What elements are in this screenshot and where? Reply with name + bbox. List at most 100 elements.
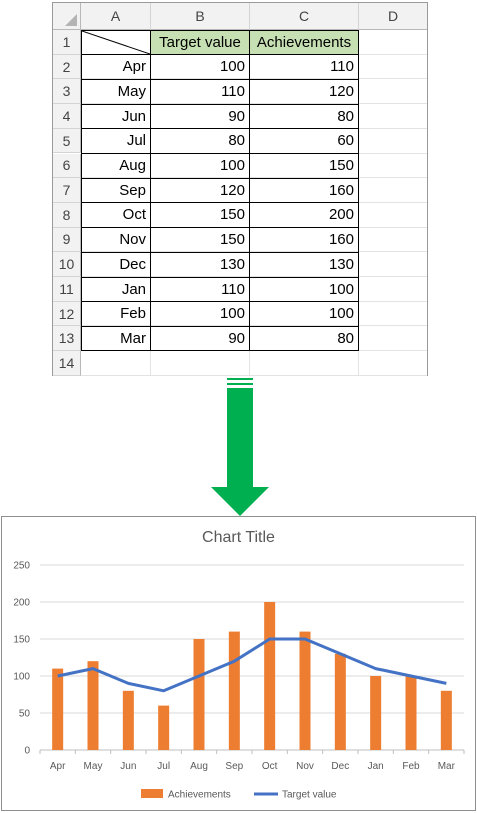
cell-target[interactable]: 100	[219, 58, 245, 76]
bar-achievements	[405, 676, 417, 750]
y-tick-label: 100	[13, 672, 30, 683]
cell-month[interactable]: Oct	[122, 206, 146, 224]
select-all-icon	[65, 14, 77, 26]
y-tick-label: 0	[24, 746, 30, 757]
cell-target[interactable]: 150	[219, 206, 245, 224]
cell-month[interactable]: Aug	[119, 157, 146, 174]
cell-month[interactable]: May	[117, 82, 146, 100]
cell-month[interactable]: Sep	[119, 181, 146, 199]
row-header-13[interactable]: 13	[53, 326, 81, 352]
bar-achievements	[158, 705, 170, 750]
legend-label-achievements: Achievements	[168, 790, 231, 801]
cell-target[interactable]: 100	[219, 305, 245, 323]
table-line	[81, 128, 359, 130]
cell-achievement[interactable]: 80	[337, 107, 354, 125]
row-header-11[interactable]: 11	[53, 277, 81, 302]
down-arrow-icon	[211, 378, 269, 516]
row-header-4[interactable]: 4	[53, 104, 81, 129]
row-header-14[interactable]: 14	[53, 351, 81, 376]
cell-c1[interactable]: Achievements	[250, 31, 358, 54]
cell-month[interactable]: Apr	[122, 58, 146, 76]
row-header-2[interactable]: 2	[53, 54, 81, 80]
column-header-a[interactable]: A	[81, 3, 151, 30]
cell-achievement[interactable]: 130	[328, 255, 354, 273]
x-tick-label: Oct	[262, 761, 278, 772]
table-line	[81, 325, 359, 327]
x-tick-label: Aug	[190, 761, 208, 772]
row-header-6[interactable]: 6	[53, 153, 81, 179]
chart-title[interactable]: Chart Title	[202, 529, 275, 546]
bar-achievements	[87, 661, 99, 750]
legend-swatch-achievements	[141, 789, 163, 798]
y-tick-label: 50	[19, 709, 31, 720]
table-line	[81, 251, 359, 253]
cell-target[interactable]: 130	[219, 255, 245, 273]
column-header-b[interactable]: B	[151, 3, 250, 30]
combo-chart[interactable]: Chart Title 0 50 100 150 200 250 Apr May Jun Jul A…	[1, 516, 476, 811]
cell-achievement[interactable]: 120	[328, 82, 354, 100]
cell-target[interactable]: 110	[221, 280, 245, 298]
cell-achievement[interactable]: 160	[328, 181, 354, 199]
bar-achievements	[228, 631, 240, 750]
cell-month[interactable]: Nov	[119, 231, 146, 249]
bar-achievements	[52, 668, 64, 750]
cell-target[interactable]: 80	[228, 132, 245, 150]
cell-month[interactable]: Feb	[120, 305, 146, 323]
x-tick-label: Jan	[368, 761, 384, 772]
cell-month[interactable]: Jan	[121, 280, 146, 298]
row-header-9[interactable]: 9	[53, 227, 81, 253]
table-line	[81, 78, 359, 80]
cell-achievement[interactable]: 100	[328, 280, 354, 298]
column-header-c[interactable]: C	[250, 3, 359, 30]
chart-plot: 0 50 100 150 200 250 Apr May Jun Jul Aug Sep Oct Nov D…	[13, 561, 465, 801]
spreadsheet: A B C D 1 2 3 4 5 6 7 8 9 10 11 12 13 14 Target value…	[52, 2, 428, 376]
row-header-12[interactable]: 12	[53, 301, 81, 327]
table-line	[249, 30, 250, 351]
x-tick-label: Nov	[296, 761, 314, 772]
bar-achievements	[193, 639, 205, 750]
cell-achievement[interactable]: 100	[328, 305, 354, 323]
x-tick-label: Jul	[157, 761, 170, 772]
row-header-1[interactable]: 1	[53, 30, 81, 55]
cell-achievement[interactable]: 60	[337, 132, 354, 150]
cell-achievement[interactable]: 160	[328, 231, 354, 249]
cell-achievement[interactable]: 150	[328, 157, 354, 174]
bar-achievements	[122, 690, 134, 750]
row-header-8[interactable]: 8	[53, 202, 81, 228]
cell-month[interactable]: Mar	[120, 329, 146, 347]
row-header-5[interactable]: 5	[53, 128, 81, 154]
row-header-10[interactable]: 10	[53, 252, 81, 277]
cell-achievement[interactable]: 80	[337, 329, 354, 347]
table-line	[81, 177, 359, 179]
cell-achievement[interactable]: 110	[330, 58, 354, 76]
cell-b1[interactable]: Target value	[151, 31, 249, 54]
cell-target[interactable]: 100	[219, 157, 245, 174]
diagonal-line	[82, 31, 150, 54]
bar-achievements	[370, 676, 382, 750]
cell-a1-diagonal[interactable]	[82, 31, 150, 54]
x-tick-label: Dec	[331, 761, 349, 772]
select-all-corner[interactable]	[53, 3, 81, 30]
cell-achievement[interactable]: 200	[328, 206, 354, 224]
x-tick-label: May	[84, 761, 103, 772]
x-tick-label: Apr	[50, 761, 66, 772]
cell-month[interactable]: Dec	[119, 255, 146, 273]
table-line	[150, 30, 151, 351]
cell-target[interactable]: 90	[228, 329, 245, 347]
column-header-d[interactable]: D	[359, 3, 427, 30]
cell-target[interactable]: 110	[221, 82, 245, 100]
bar-achievements	[440, 690, 452, 750]
cell-target[interactable]: 90	[228, 107, 245, 125]
cell-target[interactable]: 150	[219, 231, 245, 249]
y-tick-label: 200	[13, 598, 30, 609]
legend-label-target-value: Target value	[282, 790, 337, 801]
cell-month[interactable]: Jul	[126, 132, 146, 150]
table-line	[81, 276, 359, 278]
table-line	[81, 54, 359, 56]
cell-month[interactable]: Jun	[121, 107, 146, 125]
x-tick-label: Sep	[225, 761, 243, 772]
x-tick-label: Jun	[120, 761, 136, 772]
row-header-3[interactable]: 3	[53, 79, 81, 105]
cell-target[interactable]: 120	[219, 181, 245, 199]
row-header-7[interactable]: 7	[53, 178, 81, 203]
